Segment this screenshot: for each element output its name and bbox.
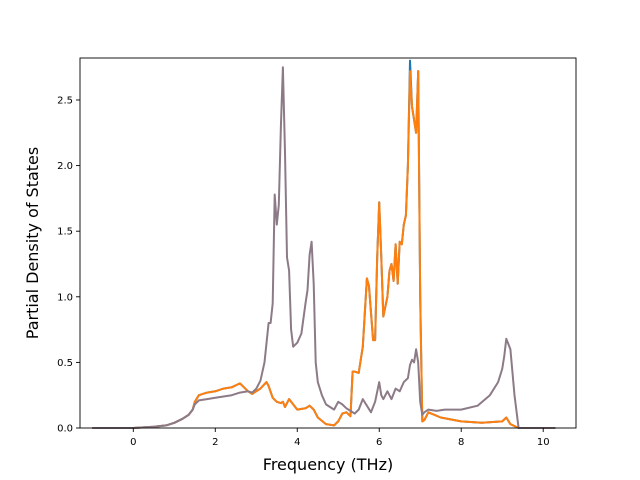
series-line-3	[92, 66, 556, 429]
x-tick-label: 6	[376, 437, 382, 448]
x-tick-label: 0	[130, 437, 136, 448]
x-tick-label: 8	[458, 437, 464, 448]
x-tick-label: 4	[294, 437, 300, 448]
x-tick-label: 10	[537, 437, 550, 448]
x-axis-label: Frequency (THz)	[263, 455, 393, 474]
y-axis-ticks: 0.0 0.5 1.0 1.5 2.0 2.5	[57, 95, 80, 435]
plot-lines	[92, 59, 556, 429]
axes-frame	[79, 57, 577, 429]
y-tick-label: 1.5	[57, 227, 73, 238]
y-tick-label: 2.0	[57, 161, 73, 172]
y-tick-label: 2.5	[57, 95, 73, 106]
x-axis-ticks: 0 2 4 6 8 10	[130, 428, 550, 448]
series-line-2	[92, 70, 556, 429]
x-tick-label: 2	[212, 437, 218, 448]
y-tick-label: 1.0	[57, 292, 73, 303]
y-tick-label: 0.5	[57, 358, 73, 369]
y-axis-label: Partial Density of States	[23, 147, 42, 339]
y-tick-label: 0.0	[57, 424, 73, 435]
